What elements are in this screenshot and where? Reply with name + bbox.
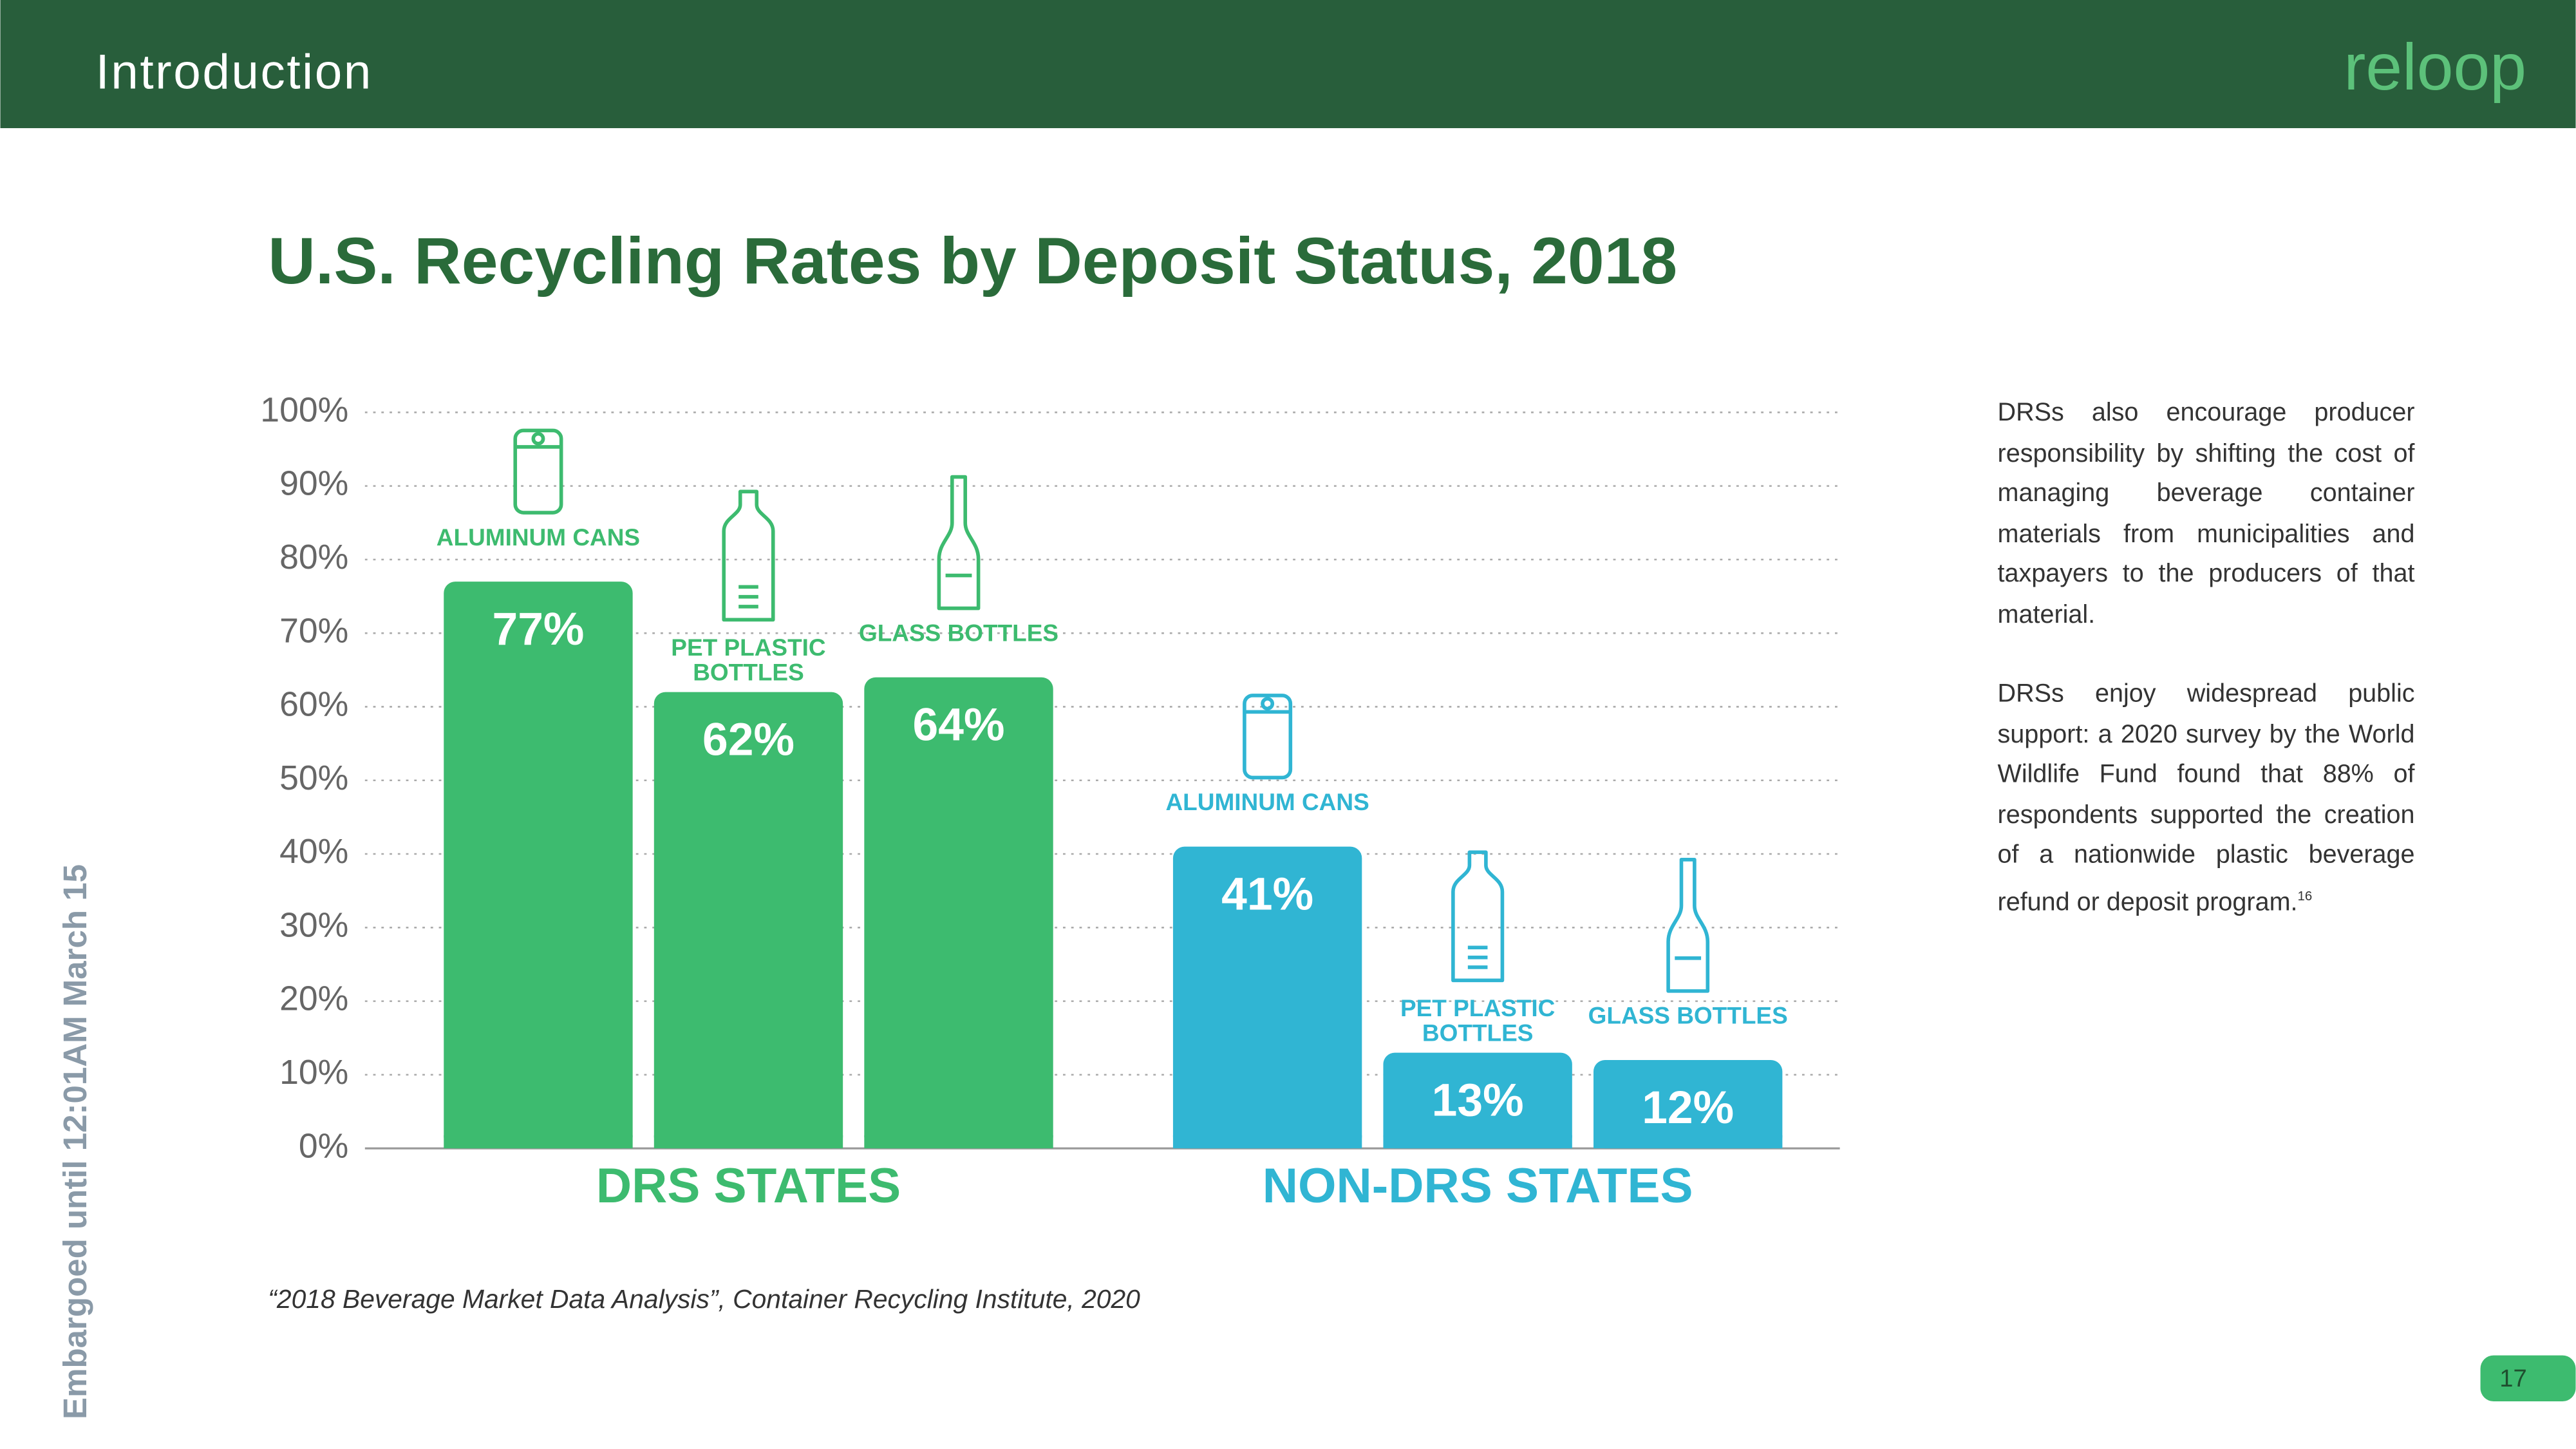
header-title: Introduction — [95, 45, 372, 100]
bar-base — [1172, 1135, 1362, 1149]
icon — [1243, 694, 1293, 780]
icon — [722, 489, 775, 622]
value-label: 41% — [1221, 869, 1313, 920]
y-tick-label: 30% — [279, 906, 348, 944]
icon-can — [1243, 694, 1293, 780]
icon-can — [513, 428, 563, 515]
paragraph: DRSs also encourage producer responsibil… — [1997, 399, 2415, 629]
group-label: NON-DRS STATES — [1263, 1159, 1693, 1213]
embargo-note: Embargoed until 12:01AM March 15 — [57, 864, 93, 1419]
y-tick-label: 60% — [279, 686, 348, 724]
page-number: 17 — [2499, 1365, 2527, 1392]
value-label: 62% — [702, 714, 794, 766]
bar-base — [1593, 1135, 1783, 1149]
bar — [1383, 1052, 1572, 1149]
sidebar-text: DRSs also encourage producer responsibil… — [1998, 394, 2415, 923]
y-tick-label: 100% — [260, 391, 348, 429]
icon-can-tab — [1261, 697, 1275, 711]
logo: reloop — [2344, 30, 2526, 104]
bar-base — [444, 1135, 633, 1149]
icon-glass — [1666, 857, 1710, 993]
category-label: PET PLASTIC BOTTLES — [671, 634, 825, 685]
icon — [1451, 850, 1505, 983]
y-tick-label: 50% — [279, 759, 348, 797]
paragraph: DRSs enjoy widespread public support: a … — [1998, 675, 2415, 923]
source-note: “2018 Beverage Market Data Analysis”, Co… — [268, 1284, 1140, 1314]
category-label: GLASS BOTTLES — [1588, 1002, 1788, 1028]
y-tick-label: 0% — [299, 1127, 348, 1165]
y-tick-label: 10% — [279, 1054, 348, 1092]
icon — [1666, 857, 1710, 993]
value-label: 64% — [913, 699, 1005, 751]
footnote-ref: 16 — [2297, 887, 2313, 903]
value-label: 12% — [1642, 1082, 1734, 1133]
page-number-badge — [2480, 1355, 2576, 1402]
sidebar: DRSs also encourage producer responsibil… — [1998, 394, 2415, 923]
bar — [653, 692, 843, 1149]
icon — [937, 475, 981, 611]
bar — [444, 582, 633, 1149]
category-label: ALUMINUM CANS — [1165, 789, 1369, 815]
icon-bottle — [1451, 850, 1505, 983]
bar — [864, 677, 1053, 1149]
icon-can-tab — [531, 431, 545, 446]
bar-base — [864, 1135, 1053, 1149]
category-label: GLASS BOTTLES — [859, 620, 1058, 646]
category-label: ALUMINUM CANS — [437, 524, 640, 551]
bar — [1172, 846, 1362, 1149]
header-bar — [0, 0, 2576, 128]
y-tick-label: 40% — [279, 833, 348, 871]
icon — [513, 428, 563, 515]
group-label: DRS STATES — [596, 1159, 901, 1213]
y-tick-label: 20% — [279, 980, 348, 1018]
y-tick-label: 90% — [279, 465, 348, 503]
chart-title: U.S. Recycling Rates by Deposit Status, … — [268, 224, 1677, 298]
paragraph-text: DRSs enjoy widespread public support: a … — [1997, 680, 2415, 916]
icon-glass — [937, 475, 981, 611]
bar — [1593, 1060, 1783, 1149]
y-tick-label: 80% — [279, 538, 348, 576]
icon-bottle — [722, 489, 775, 622]
y-tick-label: 70% — [279, 612, 348, 650]
bar-base — [653, 1135, 843, 1149]
value-label: 13% — [1432, 1075, 1524, 1126]
value-label: 77% — [492, 603, 584, 655]
bar-base — [1383, 1135, 1572, 1149]
category-label: PET PLASTIC BOTTLES — [1400, 995, 1555, 1046]
